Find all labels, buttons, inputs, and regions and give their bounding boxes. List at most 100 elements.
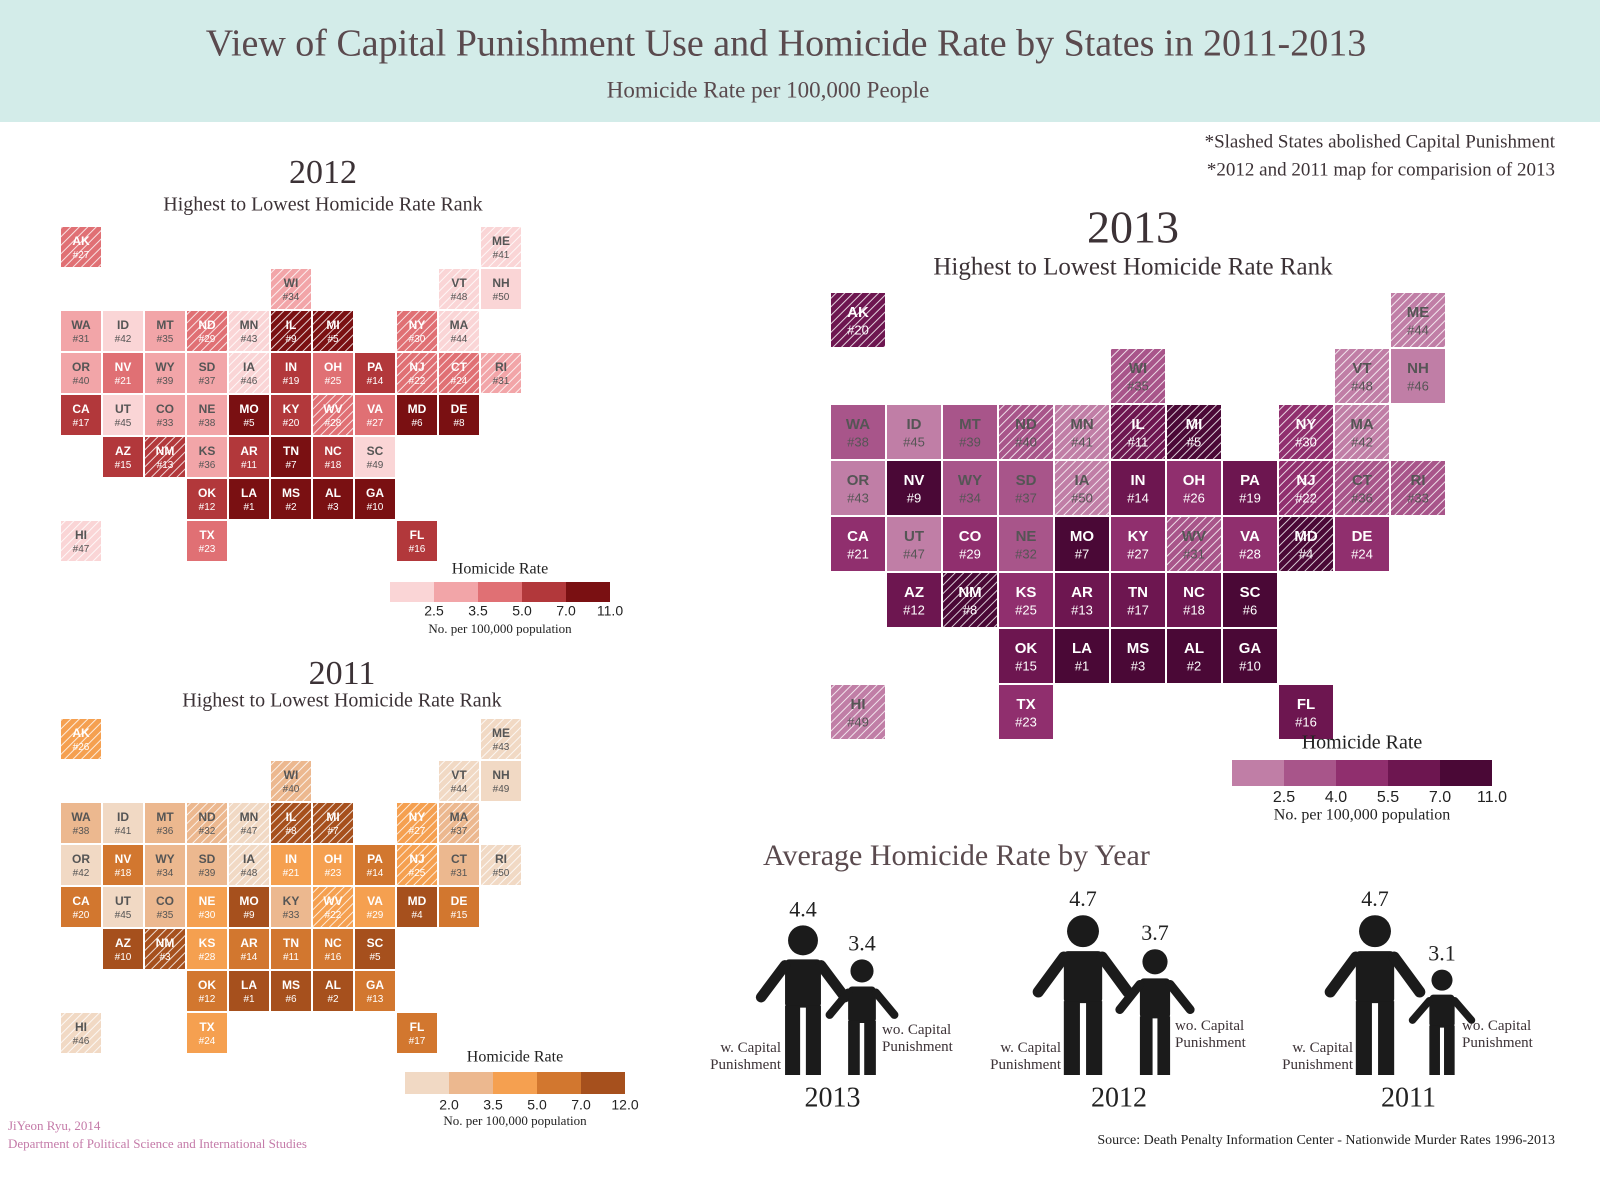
state-tile <box>103 353 143 393</box>
state-rank: #6 <box>1243 603 1257 618</box>
value-label: 3.7 <box>1141 920 1169 945</box>
state-rank: #31 <box>73 334 90 345</box>
state-abbr: IA <box>1075 472 1090 489</box>
state-rank: #17 <box>73 418 90 429</box>
state-tile <box>313 437 353 477</box>
state-abbr: MO <box>239 402 258 416</box>
state-abbr: NY <box>409 318 426 332</box>
map-title: 2013 <box>1087 202 1179 253</box>
state-abbr: NV <box>115 852 132 866</box>
state-rank: #45 <box>903 435 925 450</box>
state-abbr: AR <box>240 936 258 950</box>
abolished-hatch <box>313 311 353 351</box>
state-abbr: MS <box>282 486 300 500</box>
legend-swatch <box>1336 760 1388 786</box>
value-label: 3.4 <box>848 930 876 955</box>
map-subtitle: Highest to Lowest Homicide Rate Rank <box>182 690 501 712</box>
state-rank: #10 <box>367 502 384 513</box>
abolished-hatch <box>229 803 269 843</box>
state-rank: #25 <box>409 868 426 879</box>
state-tile <box>229 929 269 969</box>
state-abbr: FL <box>410 528 425 542</box>
state-rank: #1 <box>243 994 255 1005</box>
state-tile <box>887 461 941 515</box>
state-rank: #20 <box>73 910 90 921</box>
abolished-hatch <box>943 573 997 627</box>
leg <box>1429 1025 1440 1075</box>
header-band <box>0 0 1600 122</box>
state-abbr: OR <box>72 852 90 866</box>
state-abbr: VT <box>451 276 467 290</box>
state-tile <box>271 971 311 1011</box>
leg <box>1444 1025 1455 1075</box>
abolished-hatch <box>1111 349 1165 403</box>
state-abbr: WV <box>323 894 342 908</box>
state-tile <box>355 845 395 885</box>
state-rank: #48 <box>1351 379 1373 394</box>
state-tile <box>271 395 311 435</box>
state-tile <box>187 353 227 393</box>
abolished-hatch <box>439 353 479 393</box>
head <box>1067 915 1099 948</box>
state-abbr: AK <box>72 726 90 740</box>
state-tile <box>187 845 227 885</box>
state-tile <box>439 395 479 435</box>
state-rank: #36 <box>1351 491 1373 506</box>
arm <box>1115 979 1145 1014</box>
abolished-hatch <box>229 311 269 351</box>
state-rank: #22 <box>325 910 342 921</box>
without-label: wo. Capital Punishment <box>1175 1018 1246 1051</box>
abolished-hatch <box>397 845 437 885</box>
state-rank: #12 <box>199 502 216 513</box>
state-rank: #9 <box>907 491 921 506</box>
state-abbr: KS <box>199 936 216 950</box>
abolished-hatch <box>1335 349 1389 403</box>
legend-title: Homicide Rate <box>1302 732 1423 754</box>
state-abbr: CO <box>959 528 982 545</box>
state-abbr: WV <box>323 402 342 416</box>
state-abbr: OH <box>1183 472 1206 489</box>
state-tile <box>1055 517 1109 571</box>
state-abbr: PA <box>1240 472 1260 489</box>
state-abbr: OK <box>198 978 216 992</box>
state-rank: #46 <box>73 1036 90 1047</box>
state-abbr: AR <box>240 444 258 458</box>
state-abbr: IL <box>286 810 297 824</box>
state-abbr: MS <box>282 978 300 992</box>
state-abbr: CA <box>72 402 90 416</box>
state-rank: #30 <box>1295 435 1317 450</box>
state-tile <box>271 479 311 519</box>
state-abbr: TN <box>1128 584 1148 601</box>
state-rank: #42 <box>73 868 90 879</box>
abolished-hatch <box>229 353 269 393</box>
state-abbr: ND <box>198 318 216 332</box>
abolished-hatch <box>271 311 311 351</box>
state-abbr: MD <box>408 894 427 908</box>
state-rank: #24 <box>451 376 468 387</box>
state-tile <box>481 269 521 309</box>
legend-note: No. per 100,000 population <box>443 1113 587 1128</box>
abolished-hatch <box>313 395 353 435</box>
state-tile <box>831 405 885 459</box>
legend-swatch <box>1440 760 1492 786</box>
state-rank: #38 <box>847 435 869 450</box>
arm <box>1032 951 1070 998</box>
state-tile <box>1111 461 1165 515</box>
state-abbr: NH <box>492 768 509 782</box>
state-tile <box>187 395 227 435</box>
abolished-hatch <box>1167 517 1221 571</box>
state-rank: #34 <box>283 292 300 303</box>
state-abbr: OK <box>1015 640 1038 657</box>
state-tile <box>313 971 353 1011</box>
state-rank: #6 <box>411 418 423 429</box>
state-tile <box>61 311 101 351</box>
state-rank: #40 <box>283 784 300 795</box>
state-tile <box>1223 629 1277 683</box>
state-rank: #45 <box>115 910 132 921</box>
state-abbr: TX <box>199 528 214 542</box>
state-abbr: LA <box>241 978 257 992</box>
state-tile <box>229 971 269 1011</box>
state-abbr: TN <box>283 936 299 950</box>
with-label: w. Capital Punishment <box>990 1040 1061 1073</box>
state-abbr: IL <box>1131 416 1144 433</box>
